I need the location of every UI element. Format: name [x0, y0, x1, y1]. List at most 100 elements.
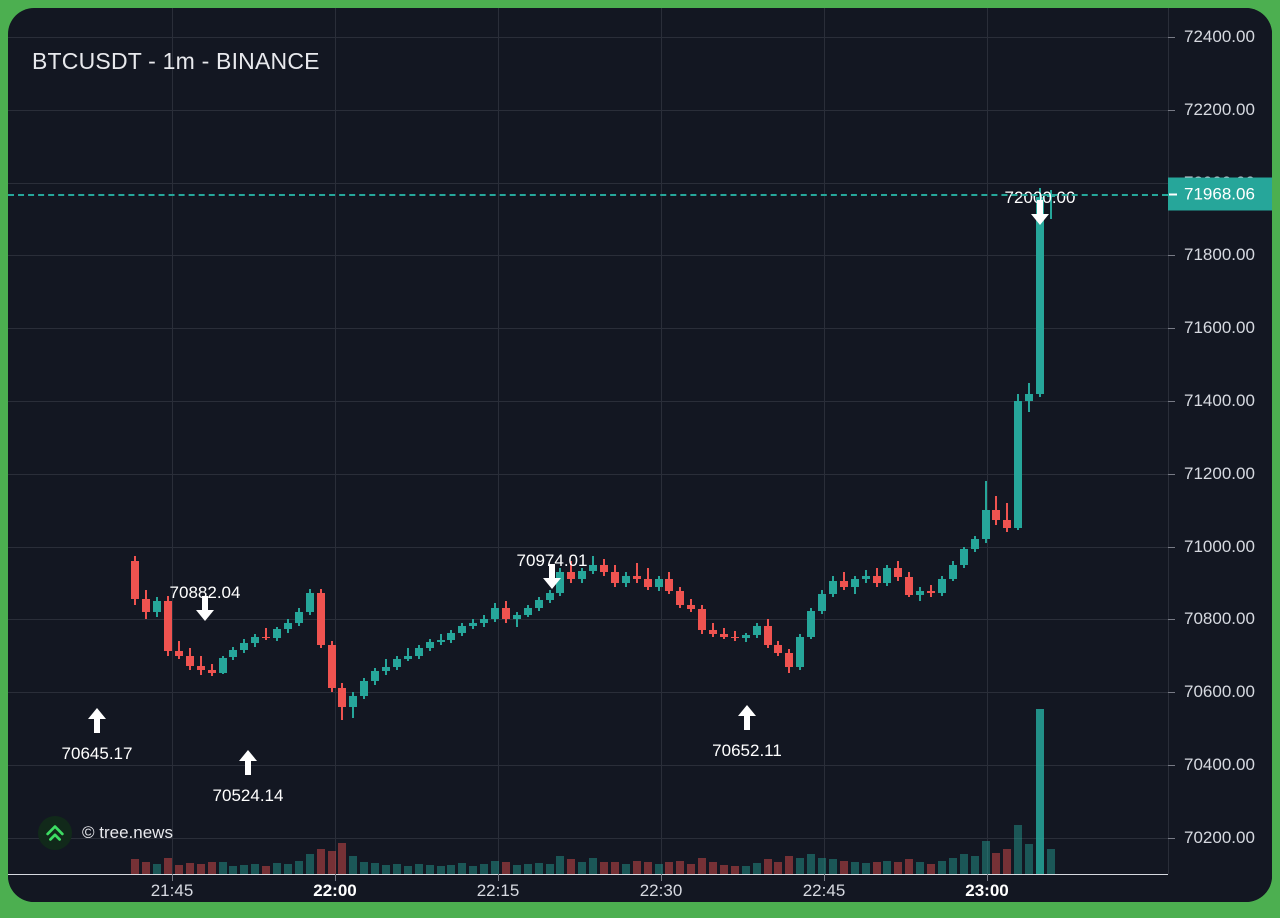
time-tick [498, 874, 499, 881]
annotation-label: 70974.01 [516, 551, 588, 570]
candle-body [523, 607, 532, 615]
time-tick [335, 874, 336, 881]
volume-bar [131, 859, 140, 874]
annotation-arrow-up-icon [87, 708, 107, 739]
volume-bar [828, 859, 837, 874]
price-gridline [8, 473, 1168, 475]
volume-bar [207, 861, 216, 874]
volume-bar [305, 854, 314, 874]
volume-bar [600, 861, 608, 874]
price-tick-label: 71200.00 [1184, 463, 1255, 483]
volume-bar [1046, 849, 1055, 874]
candle-body [687, 604, 696, 610]
volume-bar [785, 855, 794, 874]
volume-bar [665, 862, 674, 874]
candle-body [425, 641, 434, 648]
volume-bar [382, 864, 390, 874]
candle-body [403, 655, 412, 659]
volume-bar [927, 864, 935, 874]
volume-bar [741, 865, 750, 874]
volume-bar [425, 864, 434, 874]
candle-body [818, 593, 826, 612]
volume-bar [469, 865, 478, 874]
price-tick [1168, 473, 1175, 475]
price-tick-label: 72400.00 [1184, 27, 1255, 47]
candle-body [1025, 393, 1034, 401]
volume-bar [218, 862, 227, 874]
candle-body [839, 581, 848, 587]
candle-body [927, 590, 935, 594]
candle-body [371, 670, 380, 682]
candle-body [774, 645, 783, 653]
candle-body [262, 636, 271, 639]
candle-wick [210, 664, 213, 676]
candle-body [185, 655, 194, 666]
candle-body [251, 636, 260, 643]
time-axis[interactable]: 21:45 22:00 22:15 22:30 22:45 23:00 [8, 874, 1272, 902]
candle-body [414, 647, 423, 656]
annotation-arrow-up-icon [238, 750, 258, 781]
annotation-label: 70524.14 [212, 786, 284, 805]
price-tick-label: 70800.00 [1184, 609, 1255, 629]
price-gridline [8, 692, 1168, 694]
time-gridline [335, 8, 336, 874]
candle-wick [1006, 502, 1009, 532]
volume-bar [545, 864, 554, 874]
double-chevron-up-icon [38, 816, 72, 850]
volume-bar [861, 863, 870, 874]
volume-bar [447, 864, 456, 874]
volume-bar [349, 855, 358, 874]
price-gridline [8, 619, 1168, 621]
volume-bar [894, 861, 903, 874]
candle-body [763, 625, 772, 646]
candle-body [229, 649, 238, 658]
volume-bar [589, 857, 598, 874]
candle-body [131, 561, 140, 600]
price-gridline [8, 400, 1168, 402]
candle-body [861, 576, 870, 579]
annotation-label: 70645.17 [61, 744, 133, 763]
candle-body [992, 510, 1001, 521]
time-tick-label: 21:45 [150, 881, 194, 900]
time-gridline [661, 8, 662, 874]
candle-body [654, 578, 663, 587]
price-gridline [8, 255, 1168, 257]
candle-wick [515, 612, 518, 627]
volume-bar [621, 864, 630, 874]
volume-bar [142, 862, 151, 874]
candle-body [534, 600, 543, 608]
candle-body [458, 625, 467, 634]
candle-body [1014, 400, 1023, 529]
candle-wick [930, 584, 932, 597]
candle-body [730, 636, 739, 639]
candle-body [273, 629, 281, 639]
price-tick [1168, 837, 1175, 839]
volume-bar [229, 865, 238, 874]
candle-body [164, 601, 172, 652]
time-tick [987, 874, 988, 881]
price-gridline [8, 764, 1168, 766]
price-gridline [8, 546, 1168, 548]
price-plot-area[interactable]: 70882.04 70645.17 70524.14 70974.01 70652.11… [8, 8, 1168, 874]
badge-dash-icon [1169, 193, 1177, 196]
price-tick-label: 71000.00 [1184, 536, 1255, 556]
volume-bar [371, 863, 380, 874]
candle-body [480, 619, 489, 623]
price-gridline [8, 182, 1168, 184]
price-tick [1168, 692, 1175, 694]
candle-body [719, 633, 728, 637]
price-axis[interactable]: 71968.06 72400.0072200.0072000.0071800.0… [1168, 8, 1272, 874]
volume-bar [174, 864, 183, 874]
volume-bar [796, 857, 805, 874]
volume-bar [905, 859, 914, 874]
candle-body [556, 571, 565, 594]
price-tick [1168, 328, 1175, 330]
annotation-arrow-down-icon [542, 564, 562, 595]
candle-body [338, 687, 347, 707]
page-title: BTCUSDT - 1m - BINANCE [32, 48, 320, 74]
time-gridline [498, 8, 499, 874]
candle-body [850, 578, 859, 587]
candle-body [665, 578, 674, 591]
volume-bar [937, 860, 946, 874]
price-tick-label: 70200.00 [1184, 827, 1255, 847]
